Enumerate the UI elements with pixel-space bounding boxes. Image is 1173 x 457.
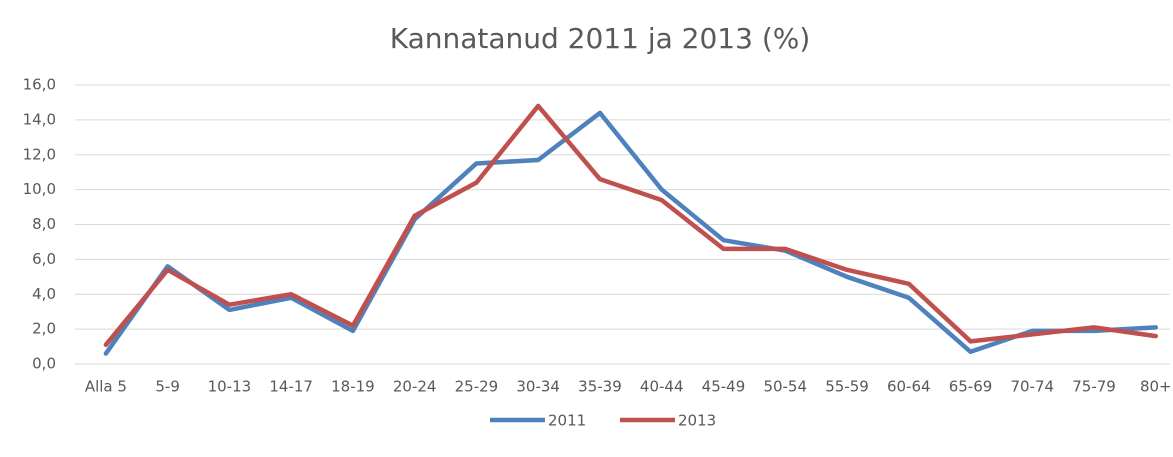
legend-label: 2011	[548, 412, 586, 430]
y-tick-label: 12,0	[23, 145, 56, 163]
series-line	[103, 103, 1159, 348]
x-tick-label: 20-24	[393, 378, 437, 396]
x-tick-label: 10-13	[208, 378, 252, 396]
x-tick-label: 50-54	[763, 378, 807, 396]
x-tick-label: 65-69	[949, 378, 993, 396]
y-tick-label: 10,0	[23, 180, 56, 198]
y-tick-label: 8,0	[32, 215, 56, 233]
x-tick-label: 75-79	[1072, 378, 1116, 396]
x-tick-label: 55-59	[825, 378, 869, 396]
x-tick-label: 40-44	[640, 378, 684, 396]
legend-label: 2013	[678, 412, 716, 430]
y-tick-label: 2,0	[32, 320, 56, 338]
y-tick-label: 4,0	[32, 285, 56, 303]
x-tick-label: 5-9	[155, 378, 180, 396]
x-tick-label: 18-19	[331, 378, 375, 396]
x-tick-label: 70-74	[1010, 378, 1054, 396]
x-tick-label: Alla 5	[85, 378, 127, 396]
y-tick-label: 0,0	[32, 355, 56, 373]
y-tick-label: 6,0	[32, 250, 56, 268]
x-tick-label: 35-39	[578, 378, 622, 396]
x-tick-label: 60-64	[887, 378, 931, 396]
x-tick-label: 14-17	[269, 378, 313, 396]
y-tick-label: 16,0	[23, 76, 56, 94]
x-tick-label: 80+	[1140, 378, 1172, 396]
y-tick-label: 14,0	[23, 110, 56, 128]
x-tick-label: 25-29	[455, 378, 499, 396]
chart-title: Kannatanud 2011 ja 2013 (%)	[390, 22, 811, 55]
x-tick-label: 45-49	[702, 378, 746, 396]
series-line	[103, 110, 1159, 356]
x-tick-label: 30-34	[516, 378, 560, 396]
